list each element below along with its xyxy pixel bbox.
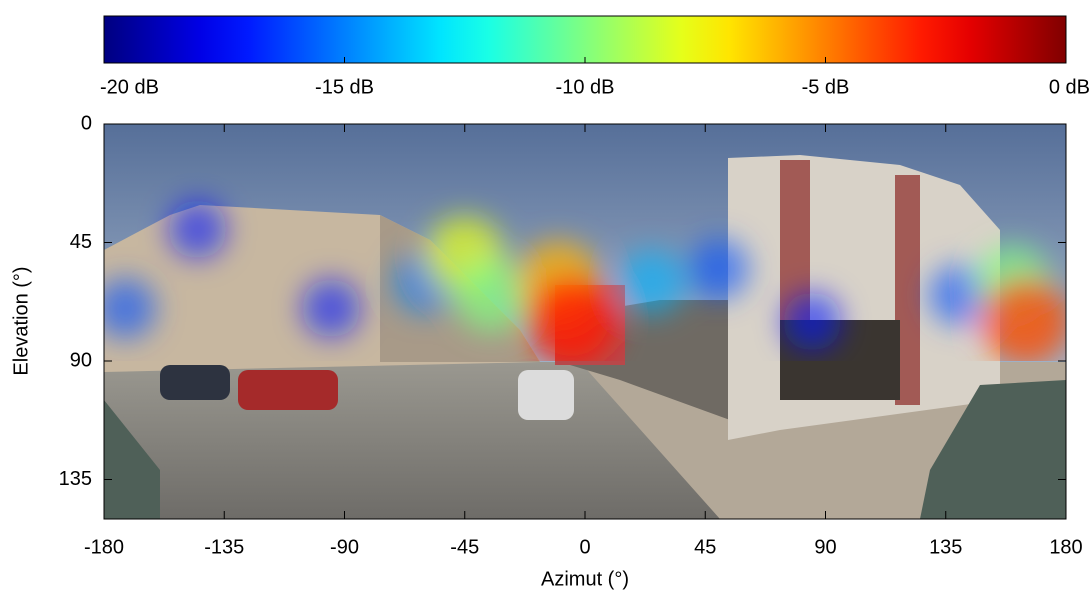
- level-spot: [688, 238, 750, 300]
- acoustic-map: [104, 200, 1066, 361]
- x-tick-label: 180: [1049, 536, 1082, 558]
- x-tick-label: 90: [814, 536, 836, 558]
- level-spot: [782, 292, 842, 351]
- level-spot: [104, 277, 156, 339]
- colorbar-tick-label: 0 dB: [1049, 76, 1090, 98]
- x-tick-label: -135: [204, 536, 244, 558]
- colorbar-tick-label: -10 dB: [556, 76, 615, 98]
- colorbar: [103, 15, 1067, 64]
- x-tick-label: 45: [694, 536, 716, 558]
- y-tick-label: 135: [59, 468, 92, 490]
- x-axis-label: Azimut (°): [541, 568, 629, 590]
- x-tick-label: 135: [929, 536, 962, 558]
- y-tick-label: 90: [70, 349, 92, 371]
- level-spot: [526, 276, 617, 361]
- colorbar-tick-label: -20 dB: [100, 76, 159, 98]
- level-spot: [301, 279, 361, 338]
- y-axis-label: Elevation (°): [10, 266, 32, 375]
- level-spot: [454, 258, 529, 333]
- x-tick-label: -180: [84, 536, 124, 558]
- colorbar-tick-label: -15 dB: [315, 76, 374, 98]
- level-spot: [619, 249, 685, 315]
- level-spot: [168, 200, 227, 259]
- level-spot: [928, 264, 990, 326]
- level-spot: [982, 277, 1066, 361]
- x-tick-label: -45: [450, 536, 479, 558]
- y-tick-label: 0: [81, 112, 92, 134]
- x-tick-label: -90: [330, 536, 359, 558]
- x-tick-label: 0: [579, 536, 590, 558]
- y-tick-label: 45: [70, 231, 92, 253]
- colorbar-tick-label: -5 dB: [802, 76, 850, 98]
